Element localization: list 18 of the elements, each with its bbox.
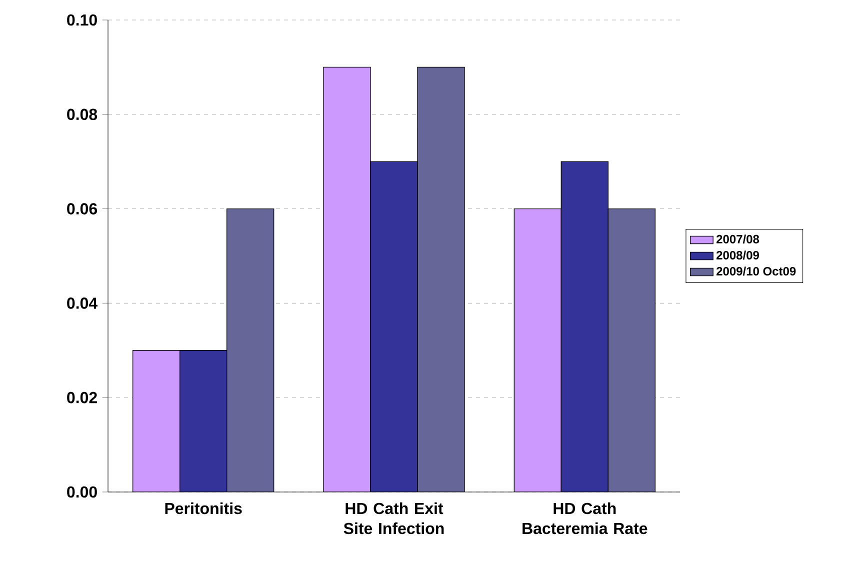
- x-tick-label: HD Cath Exit Site Infection: [344, 502, 444, 534]
- y-tick-label: 0.04: [67, 298, 98, 309]
- bar: [226, 208, 274, 492]
- legend-label: 2009/10 Oct09: [716, 266, 796, 276]
- bar: [514, 208, 562, 492]
- x-tick-label: Peritonitis: [165, 502, 242, 514]
- y-tick-label: 0.00: [67, 486, 97, 498]
- bar: [323, 66, 371, 492]
- x-tick-label: HD Cath Bacteremia Rate: [522, 502, 648, 534]
- bar: [608, 208, 656, 492]
- y-tick-label: 0.02: [67, 392, 97, 404]
- y-tick-label: 0.08: [67, 108, 98, 120]
- legend-label: 2007/08: [716, 234, 760, 244]
- legend-label: 2008/09: [716, 250, 759, 260]
- bar: [417, 66, 465, 492]
- bar: [132, 350, 180, 492]
- y-tick-label: 0.06: [67, 203, 98, 214]
- y-tick-label: 0.10: [67, 14, 97, 26]
